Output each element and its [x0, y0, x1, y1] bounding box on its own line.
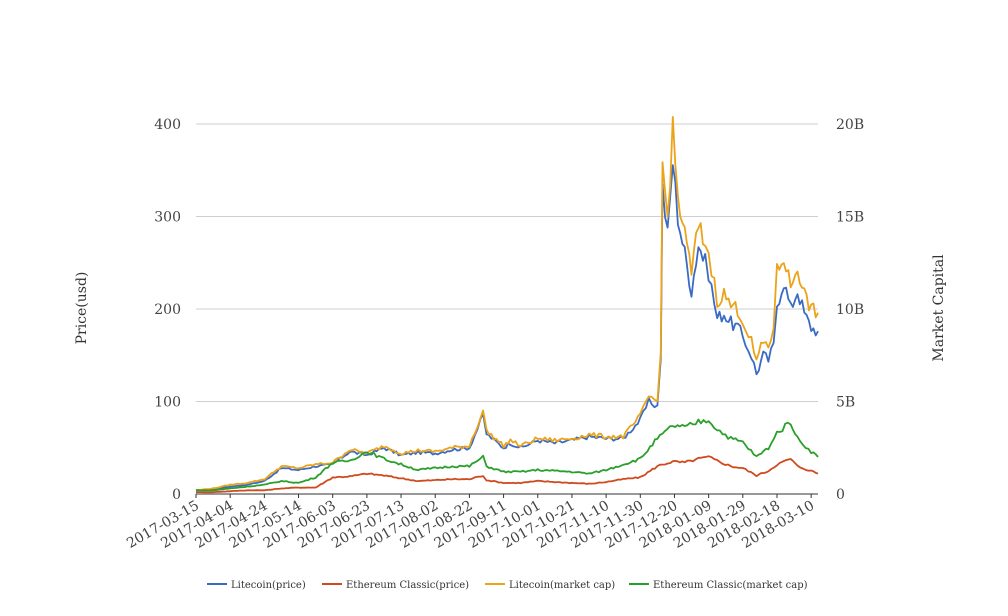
x-axis-ticks: 2017-03-152017-04-042017-04-242017-05-14…: [124, 494, 817, 552]
left-tick-label: 200: [154, 302, 181, 318]
series-line-3: [195, 116, 819, 492]
right-tick-label: 20B: [836, 117, 864, 133]
left-tick-label: 0: [172, 487, 181, 503]
right-tick-label: 5B: [836, 395, 855, 411]
legend-label: Ethereum Classic(market cap): [653, 580, 808, 591]
left-tick-label: 300: [154, 210, 181, 226]
legend: Litecoin(price) Ethereum Classic(price) Li…: [207, 580, 808, 591]
series-line-1: [195, 164, 819, 492]
gridlines: [196, 123, 818, 495]
series-line-4: [196, 418, 819, 492]
right-axis-title: Market Capital: [931, 254, 947, 362]
left-tick-label: 100: [154, 395, 181, 411]
legend-label: Litecoin(price): [231, 580, 306, 591]
right-tick-label: 15B: [836, 210, 864, 226]
right-tick-label: 10B: [836, 302, 864, 318]
legend-label: Litecoin(market cap): [509, 580, 615, 591]
left-tick-label: 400: [154, 117, 181, 133]
right-axis-ticks: 0 5B 10B 15B 20B: [836, 117, 864, 503]
left-axis-ticks: 0 100 200 300 400: [154, 117, 181, 503]
legend-label: Ethereum Classic(price): [346, 580, 469, 591]
left-axis-title: Price(usd): [74, 272, 90, 345]
right-tick-label: 0: [836, 487, 845, 503]
series-lines: [195, 116, 819, 494]
series-line-2: [195, 455, 819, 494]
